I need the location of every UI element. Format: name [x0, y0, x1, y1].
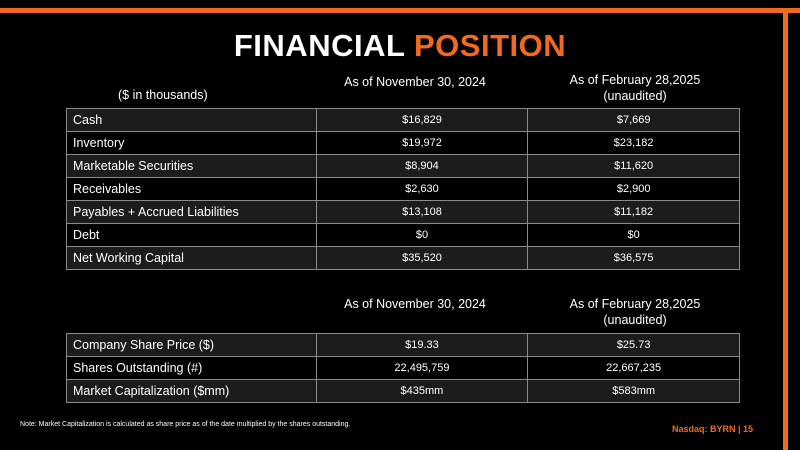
- market-col2-header-line2: (unaudited): [603, 313, 667, 327]
- market-table-body: Company Share Price ($) $19.33 $25.73 Share…: [66, 333, 740, 403]
- title-part-orange: POSITION: [413, 28, 567, 63]
- row-value-col1: $35,520: [315, 246, 529, 270]
- row-value-col1: $19,972: [315, 131, 529, 155]
- unit-label: ($ in thousands): [118, 88, 208, 102]
- row-label: Cash: [66, 108, 317, 132]
- table-row: Shares Outstanding (#) 22,495,759 22,667,2…: [66, 356, 740, 380]
- market-table: Company Share Price ($) $19.33 $25.73 Share…: [66, 333, 740, 403]
- row-label: Payables + Accrued Liabilities: [66, 200, 317, 224]
- balance-table: Cash $16,829 $7,669 Inventory $19,972 $23,182…: [66, 108, 740, 270]
- table-row: Receivables $2,630 $2,900: [66, 177, 740, 201]
- row-value-col1: $19.33: [315, 333, 529, 357]
- table-row: Net Working Capital $35,520 $36,575: [66, 246, 740, 270]
- row-value-col1: $0: [315, 223, 529, 247]
- row-value-col2: $11,620: [527, 154, 740, 178]
- row-label: Inventory: [66, 131, 317, 155]
- balance-col2-header-line2: (unaudited): [603, 89, 667, 103]
- footnote: Note: Market Capitalization is calculate…: [20, 421, 351, 428]
- table-row: Cash $16,829 $7,669: [66, 108, 740, 132]
- row-value-col1: $16,829: [315, 108, 529, 132]
- row-label: Shares Outstanding (#): [66, 356, 317, 380]
- row-label: Market Capitalization ($mm): [66, 379, 317, 403]
- row-value-col1: $435mm: [315, 379, 529, 403]
- market-col1-header: As of November 30, 2024: [344, 297, 486, 311]
- page-footer: Nasdaq: BYRN | 15: [672, 424, 754, 434]
- top-accent-bar: [0, 8, 800, 13]
- row-value-col2: $583mm: [527, 379, 740, 403]
- row-value-col2: $7,669: [527, 108, 740, 132]
- table-row: Payables + Accrued Liabilities $13,108 $11…: [66, 200, 740, 224]
- table-row: Market Capitalization ($mm) $435mm $583mm: [66, 379, 740, 403]
- table-row: Debt $0 $0: [66, 223, 740, 247]
- market-col2-header: As of February 28,2025 (unaudited): [540, 296, 730, 328]
- row-value-col1: 22,495,759: [315, 356, 529, 380]
- market-col2-header-line1: As of February 28,2025: [569, 297, 701, 311]
- row-value-col2: $25.73: [527, 333, 740, 357]
- row-label: Receivables: [66, 177, 317, 201]
- slide-title: FINANCIAL POSITION: [0, 28, 800, 64]
- balance-table-body: Cash $16,829 $7,669 Inventory $19,972 $23,182…: [66, 108, 740, 270]
- row-value-col2: $2,900: [527, 177, 740, 201]
- row-value-col2: $23,182: [527, 131, 740, 155]
- title-part-white: FINANCIAL: [233, 28, 405, 63]
- row-label: Net Working Capital: [66, 246, 317, 270]
- row-label: Debt: [66, 223, 317, 247]
- row-value-col2: $0: [527, 223, 740, 247]
- balance-col1-header: As of November 30, 2024: [344, 75, 486, 89]
- row-label: Company Share Price ($): [66, 333, 317, 357]
- row-value-col2: $11,182: [527, 200, 740, 224]
- row-value-col2: 22,667,235: [527, 356, 740, 380]
- row-label: Marketable Securities: [66, 154, 317, 178]
- table-row: Inventory $19,972 $23,182: [66, 131, 740, 155]
- table-row: Marketable Securities $8,904 $11,620: [66, 154, 740, 178]
- row-value-col1: $2,630: [315, 177, 529, 201]
- balance-col2-header: As of February 28,2025 (unaudited): [540, 72, 730, 104]
- row-value-col1: $13,108: [315, 200, 529, 224]
- row-value-col2: $36,575: [527, 246, 740, 270]
- row-value-col1: $8,904: [315, 154, 529, 178]
- table-row: Company Share Price ($) $19.33 $25.73: [66, 333, 740, 357]
- right-accent-bar: [783, 8, 788, 450]
- balance-col2-header-line1: As of February 28,2025: [569, 73, 701, 87]
